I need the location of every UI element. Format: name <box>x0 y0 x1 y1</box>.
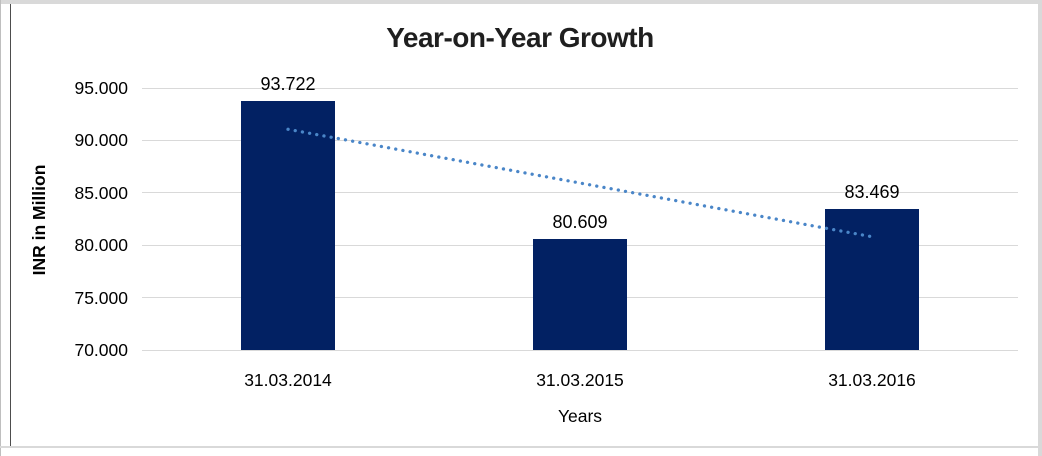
bar <box>533 238 627 350</box>
y-axis-tick-label: 95.000 <box>74 78 128 98</box>
chart-title: Year-on-Year Growth <box>386 22 654 53</box>
bar-data-label: 80.609 <box>552 211 608 232</box>
bar <box>241 101 335 350</box>
frame-bottom-border <box>0 446 1042 448</box>
y-axis-tick-label: 85.000 <box>74 182 128 203</box>
x-axis-tick-label: 31.03.2016 <box>828 370 916 390</box>
y-axis-tick-label: 75.000 <box>74 287 128 308</box>
x-axis-tick-label: 31.03.2015 <box>536 370 624 390</box>
frame-top-border <box>0 0 1042 4</box>
frame-left-border <box>0 0 1 456</box>
frame-right-border <box>1038 0 1042 456</box>
bar-data-label: 83.469 <box>844 181 900 202</box>
y-axis-tick-label: 80.000 <box>74 235 128 256</box>
gridline <box>142 87 1018 89</box>
bar <box>825 208 919 350</box>
gridline <box>142 349 1018 351</box>
bar-data-label: 93.722 <box>260 74 316 95</box>
x-axis-tick-label: 31.03.2014 <box>244 370 332 390</box>
page-edge-line <box>10 4 11 446</box>
x-axis-title: Years <box>557 406 603 426</box>
y-axis-tick-label: 70.000 <box>74 340 128 360</box>
y-axis-tick-label: 90.000 <box>74 130 128 151</box>
